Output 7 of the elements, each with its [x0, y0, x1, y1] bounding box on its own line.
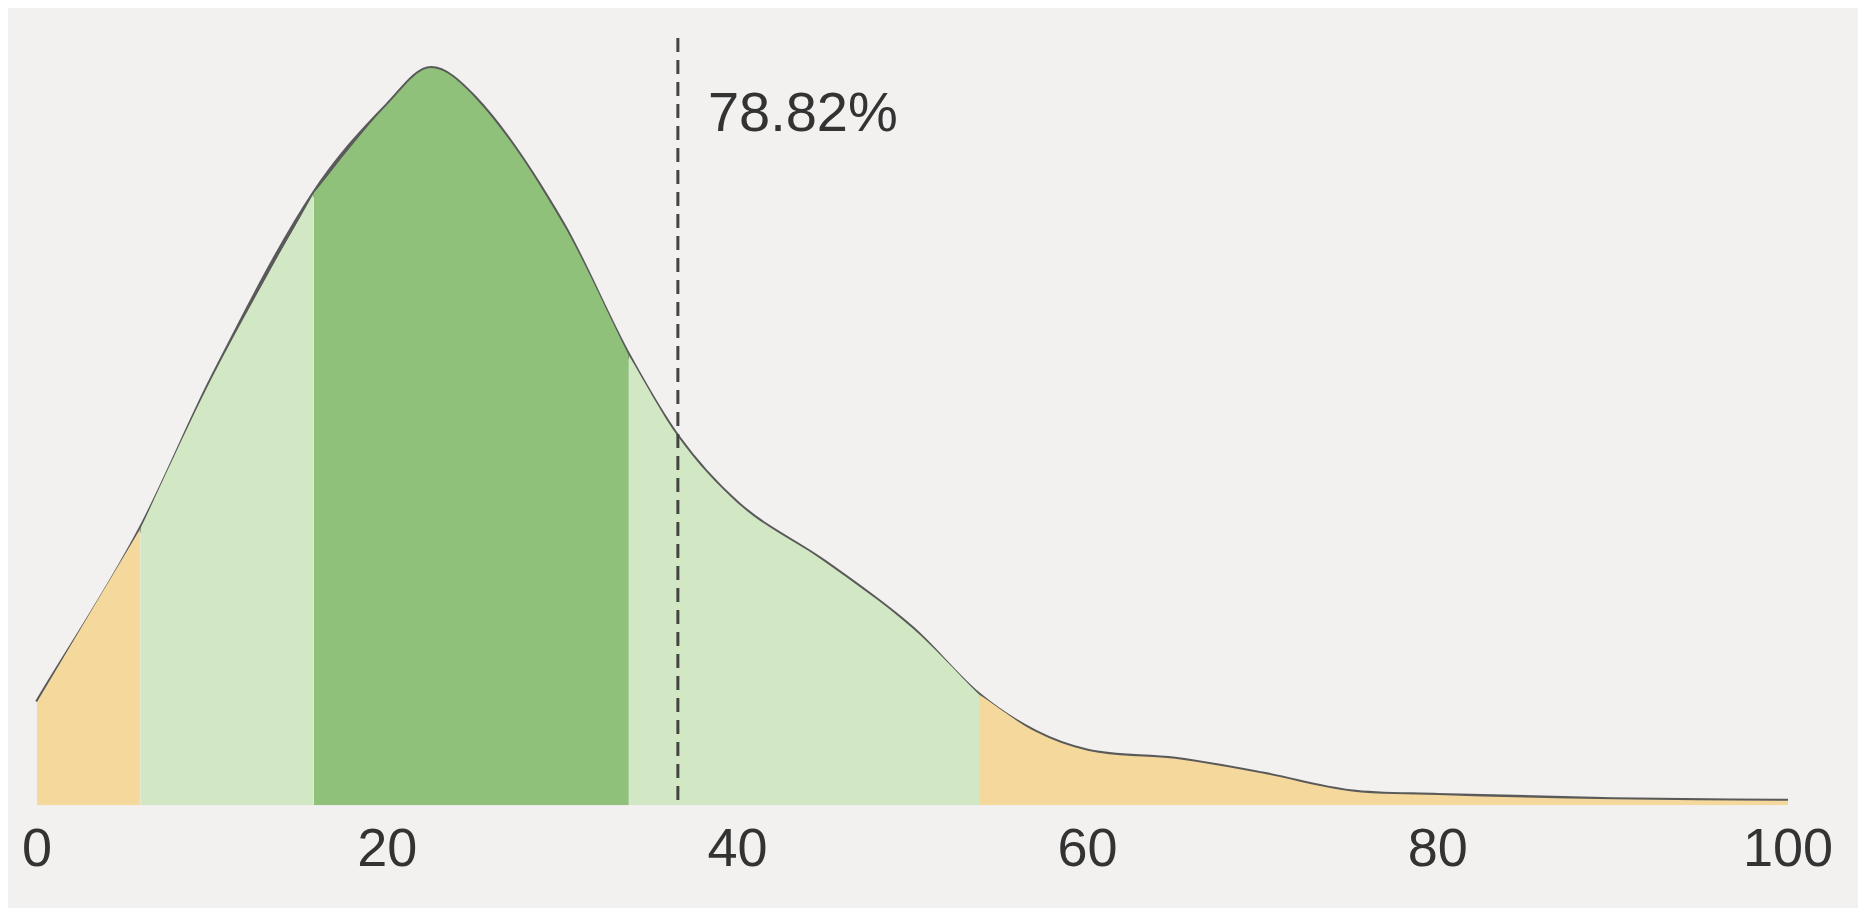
- x-tick-label: 80: [1407, 817, 1468, 878]
- annotation: 78.82%: [707, 80, 898, 144]
- x-tick-label: 40: [707, 817, 768, 878]
- x-tick-label: 20: [357, 817, 418, 878]
- x-tick-label: 100: [1742, 817, 1834, 878]
- x-tick-label: 60: [1057, 817, 1118, 878]
- x-tick-label: 0: [21, 817, 53, 878]
